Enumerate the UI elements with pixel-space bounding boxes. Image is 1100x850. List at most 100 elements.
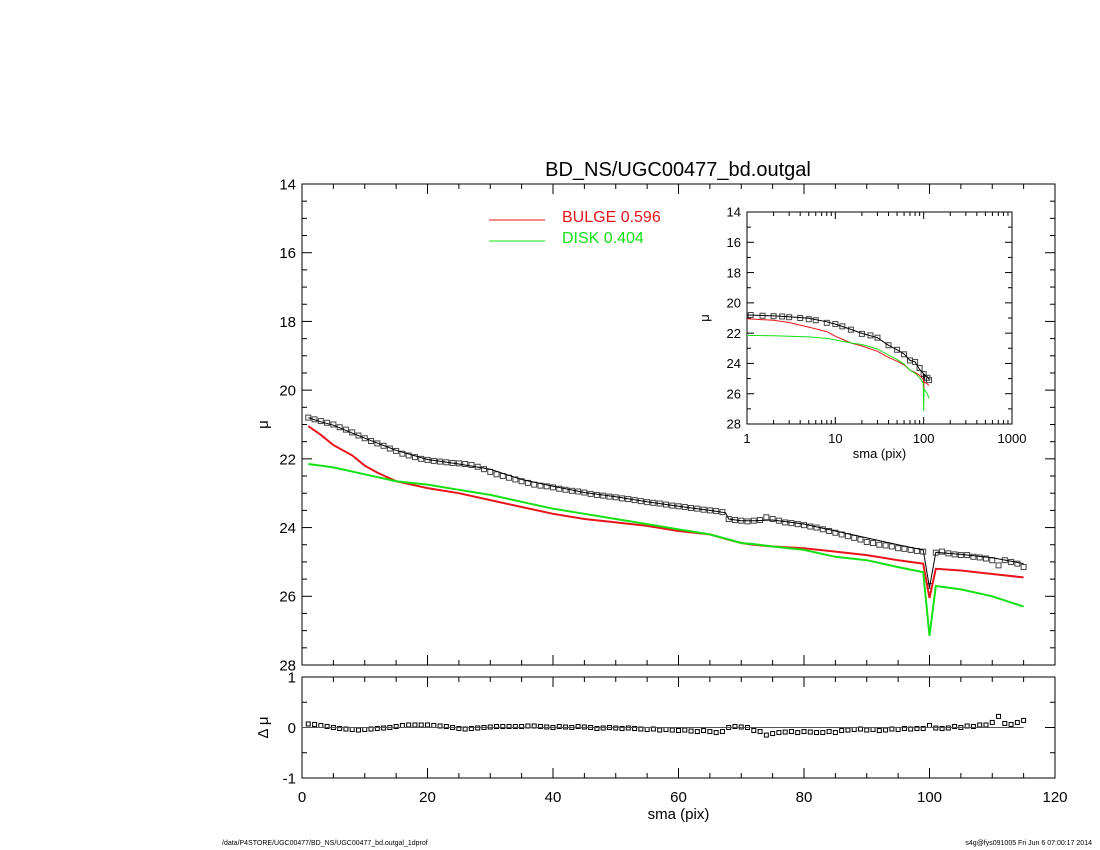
data-point	[405, 452, 412, 459]
inset-plot: 1 10 100 1000 14 16 18 20 22 24 26 28 μ sma (pix)	[697, 205, 1026, 461]
data-point	[657, 727, 663, 733]
data-point	[920, 548, 927, 555]
data-point	[355, 727, 361, 733]
data-point	[600, 725, 606, 731]
data-point	[1008, 721, 1014, 727]
data-point	[462, 461, 469, 468]
data-point	[851, 727, 857, 733]
y-tick-label: 24	[279, 520, 296, 537]
y-tick-label: 26	[727, 386, 741, 401]
data-point	[694, 729, 700, 735]
data-point	[399, 450, 406, 457]
data-point	[512, 723, 518, 729]
data-point	[537, 723, 543, 729]
series-total-line	[308, 417, 1024, 588]
data-point	[425, 722, 430, 728]
data-point	[707, 729, 713, 735]
data-point	[632, 726, 638, 732]
data-point	[1021, 717, 1027, 723]
data-point	[839, 323, 846, 330]
plot-area	[747, 311, 933, 412]
x-tick-label: 40	[545, 789, 562, 806]
data-point	[776, 730, 782, 736]
data-point	[801, 729, 807, 735]
x-axis-label: sma (pix)	[853, 446, 906, 461]
data-point	[876, 728, 882, 734]
data-point	[912, 358, 919, 365]
data-point	[883, 727, 889, 733]
data-point	[575, 723, 581, 729]
data-point	[976, 554, 983, 561]
data-point	[625, 725, 631, 731]
data-point	[619, 726, 625, 732]
data-point	[318, 722, 324, 728]
data-point	[805, 316, 812, 323]
data-point	[933, 725, 939, 731]
data-point	[914, 726, 920, 732]
data-point	[888, 543, 895, 550]
data-point	[983, 722, 989, 728]
data-point	[1014, 719, 1020, 725]
y-tick-label: 18	[727, 265, 741, 280]
data-point	[926, 377, 933, 384]
data-point	[701, 728, 707, 734]
data-point	[851, 534, 858, 541]
data-point	[644, 727, 650, 733]
series-disk-line	[308, 463, 1024, 636]
main-plot: 14 16 18 20 22 24 26 28 μ	[255, 176, 1056, 674]
y-axis-label: μ	[697, 314, 712, 322]
data-point	[669, 727, 675, 733]
x-tick-label: 120	[1042, 789, 1067, 806]
y-tick-label: 14	[727, 205, 741, 220]
data-point	[487, 724, 493, 730]
y-tick-label: 16	[727, 235, 741, 250]
data-point	[876, 541, 883, 548]
data-point	[769, 515, 776, 522]
series-data	[747, 311, 933, 384]
data-point	[874, 334, 881, 341]
x-tick-label: 100	[913, 431, 935, 446]
data-point	[494, 723, 500, 729]
data-point	[782, 729, 788, 735]
legend-label: BULGE 0.596	[562, 209, 661, 226]
data-point	[312, 721, 318, 727]
data-point	[480, 466, 487, 473]
y-tick-label: 14	[279, 176, 296, 193]
data-point	[337, 726, 343, 732]
data-point	[393, 723, 399, 729]
data-point	[970, 553, 977, 560]
data-point	[939, 726, 945, 732]
data-point	[361, 435, 368, 442]
data-point	[970, 723, 976, 729]
y-tick-label: -1	[283, 770, 296, 787]
data-point	[989, 719, 995, 725]
data-point	[995, 562, 1002, 569]
data-point	[1014, 560, 1021, 567]
data-point	[845, 727, 851, 733]
data-point	[782, 519, 789, 526]
data-point	[518, 478, 525, 485]
data-point	[581, 724, 587, 730]
data-point	[801, 522, 807, 529]
x-tick-label: 1	[743, 431, 750, 446]
data-point	[663, 727, 669, 733]
data-point	[996, 713, 1002, 719]
data-point	[795, 730, 801, 736]
data-point	[927, 722, 932, 728]
data-point	[305, 414, 312, 421]
series-bulge-line	[307, 425, 1024, 599]
data-point	[977, 722, 983, 728]
data-point	[719, 729, 725, 735]
data-point	[901, 545, 908, 552]
data-point	[355, 432, 362, 439]
data-point	[380, 442, 387, 449]
y-tick-label: 22	[279, 451, 296, 468]
data-point	[870, 540, 877, 547]
data-point	[456, 726, 462, 732]
data-point	[418, 722, 424, 728]
data-point	[807, 729, 813, 735]
y-axis-label: μ	[255, 420, 272, 429]
data-point	[814, 730, 820, 736]
legend-label: DISK 0.404	[562, 230, 644, 247]
